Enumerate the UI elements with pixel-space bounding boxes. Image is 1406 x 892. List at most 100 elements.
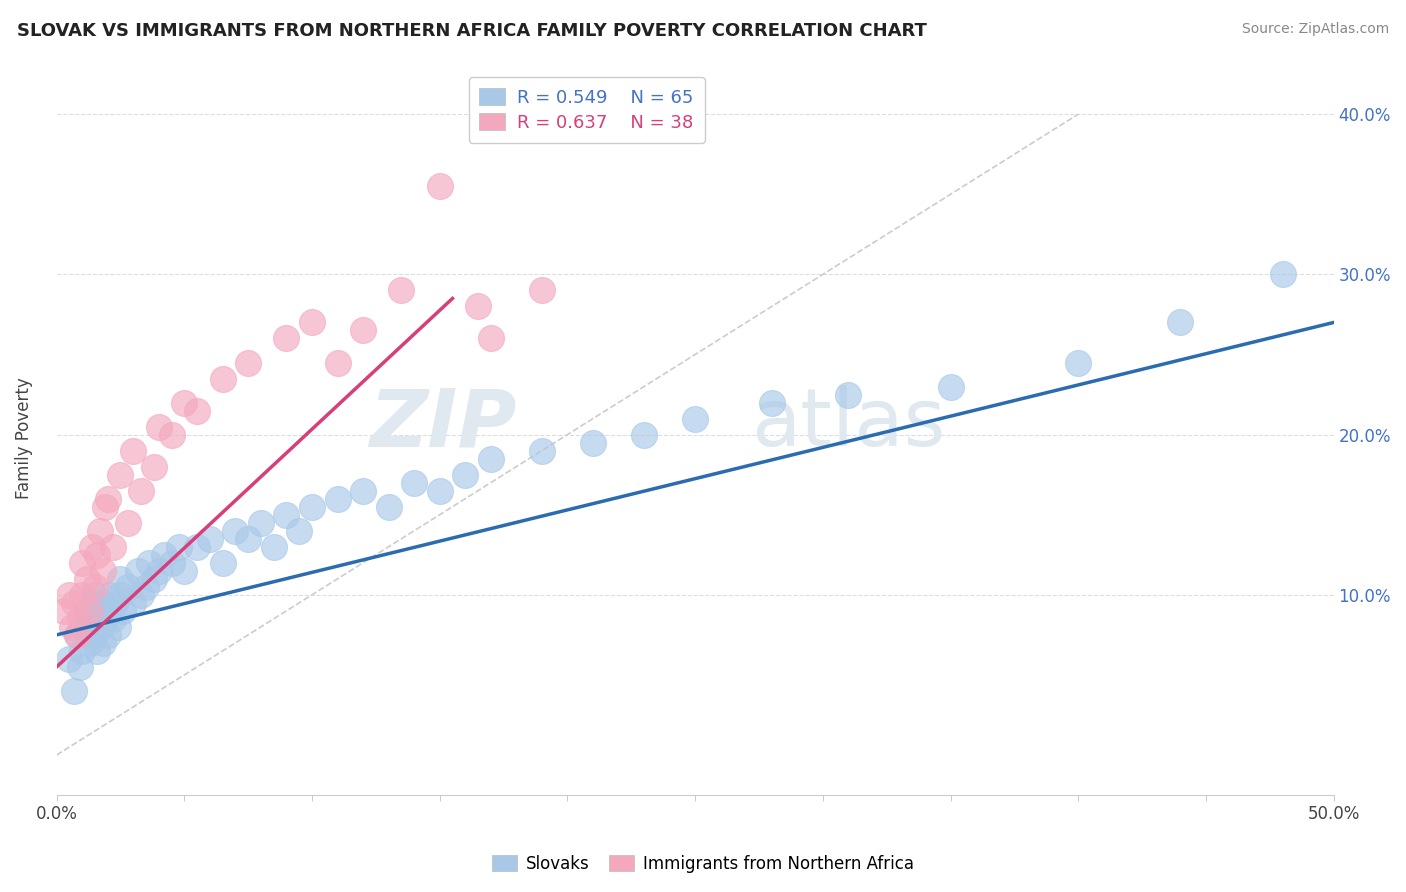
- Point: [70, 644, 93, 658]
- Point: [238, 532, 260, 546]
- Point: [224, 524, 246, 538]
- Point: [153, 548, 176, 562]
- Point: [429, 483, 451, 498]
- Point: [148, 564, 170, 578]
- Point: [86, 644, 108, 658]
- Point: [167, 540, 190, 554]
- Point: [122, 596, 145, 610]
- Point: [479, 451, 502, 466]
- Legend: R = 0.549    N = 65, R = 0.637    N = 38: R = 0.549 N = 65, R = 0.637 N = 38: [468, 77, 704, 143]
- Point: [129, 483, 152, 498]
- Point: [326, 491, 349, 506]
- Point: [63, 596, 86, 610]
- Point: [117, 580, 139, 594]
- Point: [326, 355, 349, 369]
- Point: [301, 315, 323, 329]
- Point: [142, 572, 165, 586]
- Point: [129, 588, 152, 602]
- Point: [58, 588, 80, 602]
- Point: [404, 475, 426, 490]
- Point: [79, 604, 101, 618]
- Point: [377, 500, 399, 514]
- Point: [127, 564, 149, 578]
- Point: [58, 652, 80, 666]
- Point: [107, 620, 129, 634]
- Point: [135, 580, 157, 594]
- Point: [110, 467, 132, 482]
- Point: [198, 532, 221, 546]
- Point: [939, 379, 962, 393]
- Point: [89, 524, 111, 538]
- Point: [633, 427, 655, 442]
- Point: [276, 508, 298, 522]
- Point: [1067, 355, 1090, 369]
- Point: [301, 500, 323, 514]
- Point: [111, 604, 134, 618]
- Point: [110, 588, 132, 602]
- Point: [142, 459, 165, 474]
- Point: [86, 548, 108, 562]
- Point: [101, 612, 124, 626]
- Point: [91, 596, 114, 610]
- Point: [82, 540, 104, 554]
- Point: [97, 491, 120, 506]
- Point: [173, 395, 195, 409]
- Point: [250, 516, 273, 530]
- Point: [97, 604, 120, 618]
- Point: [89, 620, 111, 634]
- Point: [101, 540, 124, 554]
- Point: [117, 516, 139, 530]
- Point: [79, 612, 101, 626]
- Point: [582, 435, 605, 450]
- Point: [94, 612, 117, 626]
- Point: [98, 588, 121, 602]
- Point: [761, 395, 783, 409]
- Point: [683, 411, 706, 425]
- Text: SLOVAK VS IMMIGRANTS FROM NORTHERN AFRICA FAMILY POVERTY CORRELATION CHART: SLOVAK VS IMMIGRANTS FROM NORTHERN AFRIC…: [17, 22, 927, 40]
- Legend: Slovaks, Immigrants from Northern Africa: Slovaks, Immigrants from Northern Africa: [485, 848, 921, 880]
- Point: [186, 403, 208, 417]
- Point: [160, 556, 183, 570]
- Point: [76, 572, 98, 586]
- Point: [63, 684, 86, 698]
- Text: Source: ZipAtlas.com: Source: ZipAtlas.com: [1241, 22, 1389, 37]
- Point: [389, 284, 412, 298]
- Point: [479, 331, 502, 345]
- Point: [288, 524, 311, 538]
- Point: [173, 564, 195, 578]
- Point: [60, 620, 83, 634]
- Point: [429, 179, 451, 194]
- Point: [454, 467, 477, 482]
- Point: [70, 588, 93, 602]
- Point: [530, 443, 553, 458]
- Point: [263, 540, 285, 554]
- Point: [122, 443, 145, 458]
- Point: [186, 540, 208, 554]
- Point: [91, 636, 114, 650]
- Text: ZIP: ZIP: [368, 385, 516, 463]
- Point: [467, 300, 489, 314]
- Point: [110, 572, 132, 586]
- Point: [69, 612, 91, 626]
- Point: [69, 660, 91, 674]
- Point: [276, 331, 298, 345]
- Point: [211, 371, 233, 385]
- Point: [837, 387, 859, 401]
- Point: [1271, 268, 1294, 282]
- Point: [530, 284, 553, 298]
- Point: [66, 628, 89, 642]
- Point: [211, 556, 233, 570]
- Point: [238, 355, 260, 369]
- Point: [76, 604, 98, 618]
- Point: [352, 323, 374, 337]
- Point: [84, 588, 107, 602]
- Point: [352, 483, 374, 498]
- Text: atlas: atlas: [751, 385, 946, 463]
- Y-axis label: Family Poverty: Family Poverty: [15, 377, 32, 500]
- Point: [97, 628, 120, 642]
- Point: [84, 628, 107, 642]
- Point: [91, 564, 114, 578]
- Point: [84, 580, 107, 594]
- Point: [70, 620, 93, 634]
- Point: [79, 636, 101, 650]
